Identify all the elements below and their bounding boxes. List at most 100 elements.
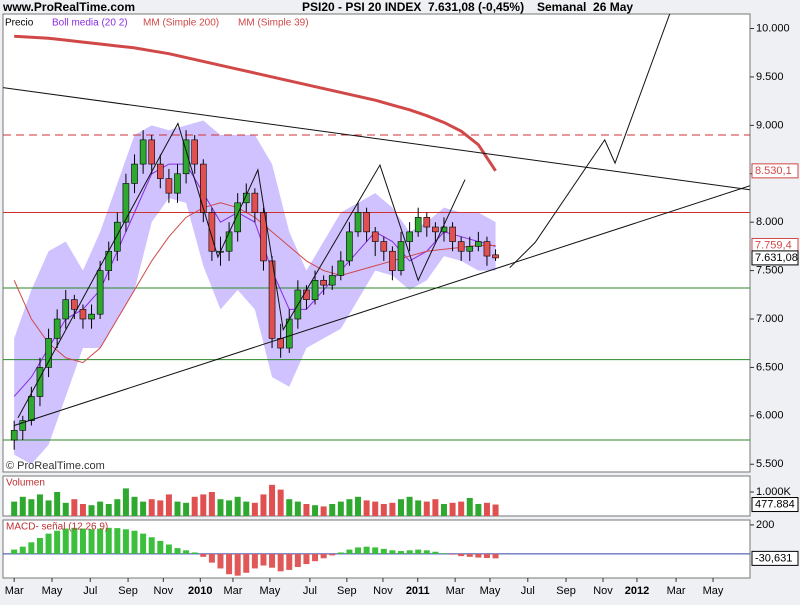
y-tick-label: 200 — [756, 519, 774, 531]
bar — [277, 553, 284, 572]
bar — [380, 548, 387, 554]
x-tick-label: Jul — [83, 585, 97, 597]
bar — [312, 505, 319, 516]
candle-body — [191, 139, 198, 165]
bar — [114, 499, 121, 516]
bar — [329, 504, 336, 516]
candle-body — [449, 226, 456, 242]
bar — [11, 549, 18, 554]
value-label-box — [751, 550, 799, 566]
bar — [320, 553, 327, 559]
bar — [466, 498, 473, 516]
bar — [54, 492, 61, 516]
bar — [191, 552, 198, 554]
x-tick-label: May — [42, 585, 63, 597]
price-plot — [3, 14, 750, 465]
macd-plot — [3, 527, 750, 576]
x-tick-label: May — [260, 585, 281, 597]
bar — [28, 499, 35, 516]
x-tick-label: May — [703, 585, 724, 597]
bar — [260, 494, 267, 516]
x-tick-label: Mar — [446, 585, 465, 597]
candle-body — [242, 192, 250, 204]
bar — [397, 499, 404, 516]
legend-entry: Boll media (20 2) — [52, 18, 128, 29]
bar — [131, 530, 138, 554]
bar — [105, 527, 112, 554]
candle-body — [234, 202, 241, 233]
trendline — [509, 14, 671, 269]
bar — [157, 540, 164, 554]
bar — [372, 547, 379, 554]
bar — [337, 552, 344, 554]
bar — [363, 500, 370, 516]
candle-body — [251, 192, 259, 213]
bar — [71, 527, 78, 554]
bar — [355, 547, 362, 554]
bar — [97, 501, 104, 516]
trendline — [3, 87, 750, 191]
bar — [97, 528, 104, 554]
x-tick-label: Nov — [373, 585, 393, 597]
x-tick-label: 2011 — [406, 585, 430, 597]
bar — [303, 504, 310, 516]
candle-body — [423, 217, 431, 228]
x-tick-label: Mar — [667, 585, 686, 597]
bar — [157, 500, 164, 516]
candle-body — [79, 309, 87, 320]
bar — [397, 551, 404, 554]
bar — [449, 502, 456, 516]
bar — [36, 537, 43, 554]
bar — [62, 502, 69, 516]
value-label-box — [751, 497, 799, 513]
site: www.ProRealTime.com — [2, 0, 135, 14]
candle-body — [354, 212, 362, 233]
bar — [483, 553, 490, 558]
x-tick-label: Sep — [337, 585, 357, 597]
candle-body — [182, 139, 190, 175]
bar — [432, 551, 439, 554]
candle-body — [131, 163, 138, 184]
candle-body — [432, 226, 439, 233]
candle-body — [466, 246, 474, 252]
bar — [122, 529, 129, 554]
candle-body — [311, 279, 319, 300]
bar — [243, 553, 250, 573]
candle-body — [260, 212, 267, 262]
y-tick-label: 9.500 — [756, 71, 784, 83]
bar — [28, 542, 35, 554]
bar — [294, 501, 301, 516]
bar — [432, 499, 439, 516]
bar — [458, 501, 465, 516]
candle-body — [96, 270, 104, 315]
watermark: © ProRealTime.com — [6, 460, 105, 472]
candle-body — [389, 250, 396, 271]
bar — [389, 550, 396, 554]
bar — [286, 553, 293, 570]
bar — [423, 501, 430, 516]
y-tick-label: 9.000 — [756, 119, 784, 131]
bar — [79, 504, 86, 516]
bar — [294, 553, 301, 567]
bar — [243, 501, 250, 516]
bar — [329, 553, 336, 556]
candle-body — [363, 212, 370, 233]
bar — [260, 553, 267, 566]
y-tick-label: 1.000K — [756, 486, 792, 498]
bar — [45, 533, 52, 554]
bar — [183, 550, 190, 554]
value-label-box — [751, 250, 799, 266]
trendline — [14, 185, 750, 426]
bar — [165, 544, 172, 554]
bar — [251, 502, 258, 516]
y-tick-label: 5.500 — [756, 458, 784, 470]
value-label: 7.759,4 — [755, 239, 792, 251]
x-tick-label: Jul — [303, 585, 317, 597]
bar — [19, 546, 26, 554]
bar — [380, 504, 387, 516]
value-label: -30,631 — [755, 552, 792, 564]
candle-body — [114, 221, 121, 252]
value-label-box — [751, 163, 799, 179]
bar — [88, 529, 95, 554]
